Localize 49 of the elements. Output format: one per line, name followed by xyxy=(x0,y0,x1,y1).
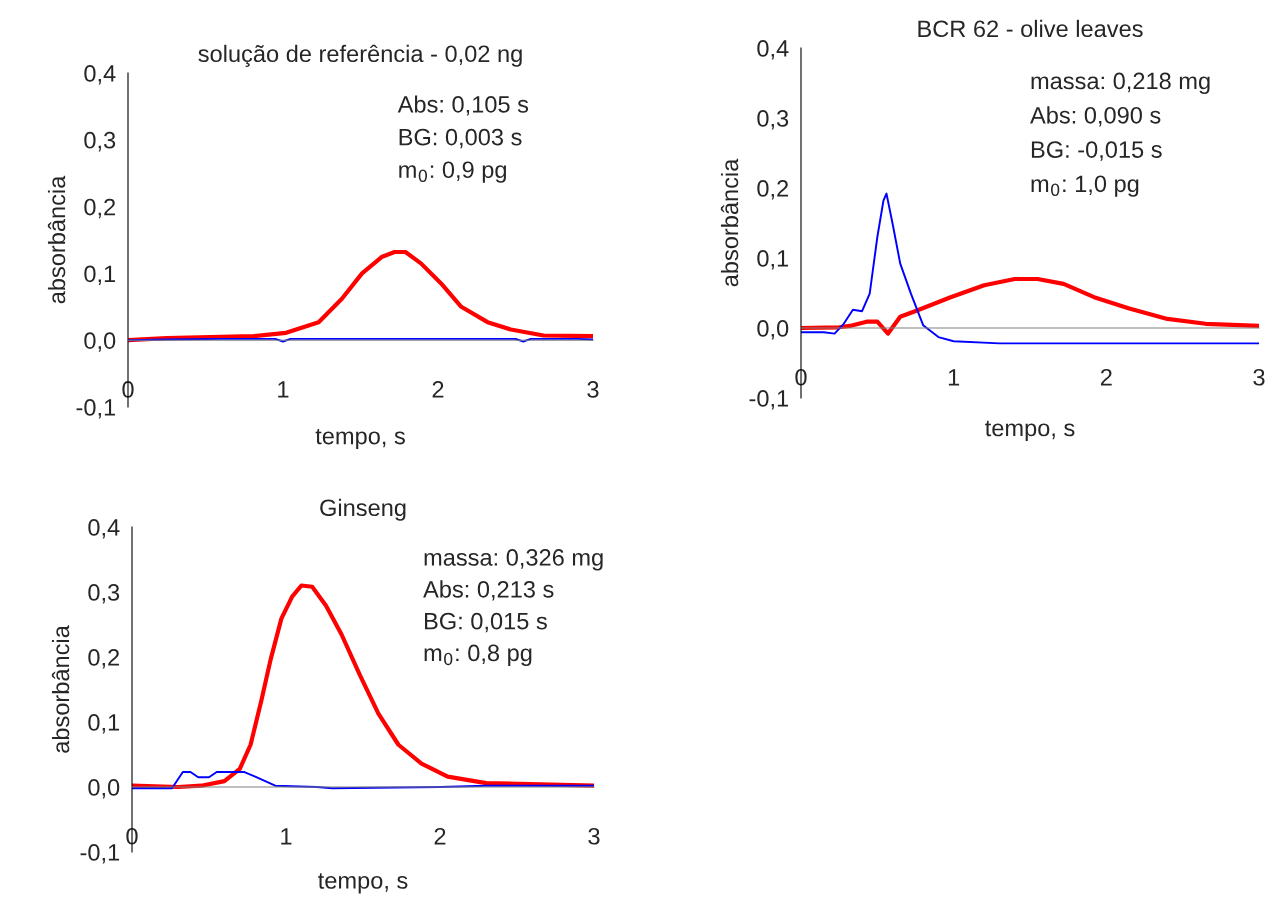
line-series xyxy=(128,249,593,343)
annotation: m$_{0}$: 0,9 pg xyxy=(399,161,506,183)
y-tick-label: 0,3 xyxy=(757,110,789,130)
x-tick-label: 1 xyxy=(278,381,289,398)
x-tick-label: 1 xyxy=(281,828,292,845)
y-tick-label: -0,1 xyxy=(749,390,789,410)
annotation: massa: 0,218 mg xyxy=(1031,72,1210,95)
x-tick-label: 3 xyxy=(587,381,599,398)
x-axis-title: tempo, s xyxy=(315,428,405,450)
annotation: BG: -0,015 s xyxy=(1031,141,1162,161)
y-tick-label: -0,1 xyxy=(76,399,116,419)
x-tick-label: 2 xyxy=(434,827,446,845)
y-tick-label: 0,0 xyxy=(84,332,116,352)
y-tick-label: 0,2 xyxy=(88,649,120,669)
annotation: massa: 0,326 mg xyxy=(424,549,603,571)
y-axis-title: absorbância xyxy=(51,625,70,753)
y-tick-label: -0,1 xyxy=(80,844,120,864)
y-tick-label: 0,4 xyxy=(84,65,116,85)
y-axis-title: absorbância xyxy=(47,175,66,304)
y-tick-label: 0,4 xyxy=(757,40,789,60)
y-tick-label: 0,0 xyxy=(757,320,789,340)
annotation: BG: 0,015 s xyxy=(425,612,547,633)
chart-title: solução de referência - 0,02 ng xyxy=(198,44,522,67)
chart-title: Ginseng xyxy=(320,498,406,521)
x-tick-label: 1 xyxy=(948,369,960,386)
y-tick-label: 0,1 xyxy=(757,250,789,270)
annotation: Abs: 0,105 s xyxy=(397,95,529,116)
x-axis-title: tempo, s xyxy=(985,420,1075,442)
x-tick-label: 2 xyxy=(1100,368,1112,386)
x-tick-label: 3 xyxy=(588,827,600,845)
line-series xyxy=(801,276,1259,336)
chart-title: BCR 62 - olive leaves xyxy=(918,19,1143,38)
y-tick-label: 0,3 xyxy=(88,584,120,604)
y-tick-label: 0,1 xyxy=(88,714,120,734)
x-tick-label: 2 xyxy=(432,381,444,398)
y-tick-label: 0,2 xyxy=(757,180,789,200)
y-tick-label: 0,1 xyxy=(84,265,116,285)
y-tick-label: 0,3 xyxy=(84,131,116,152)
x-axis-title: tempo, s xyxy=(318,873,408,894)
y-tick-label: 0,2 xyxy=(84,198,116,219)
y-axis-title: absorbância xyxy=(720,158,739,287)
annotation: Abs: 0,090 s xyxy=(1030,106,1161,127)
annotation: m$_{0}$: 0,8 pg xyxy=(424,644,532,666)
x-tick-label: 3 xyxy=(1253,368,1265,386)
annotation: m$_{0}$: 1,0 pg xyxy=(1031,175,1139,197)
annotation: Abs: 0,213 s xyxy=(423,580,554,601)
y-tick-label: 0,0 xyxy=(88,779,120,799)
y-tick-label: 0,4 xyxy=(88,519,120,539)
annotation: BG: 0,003 s xyxy=(399,128,522,149)
